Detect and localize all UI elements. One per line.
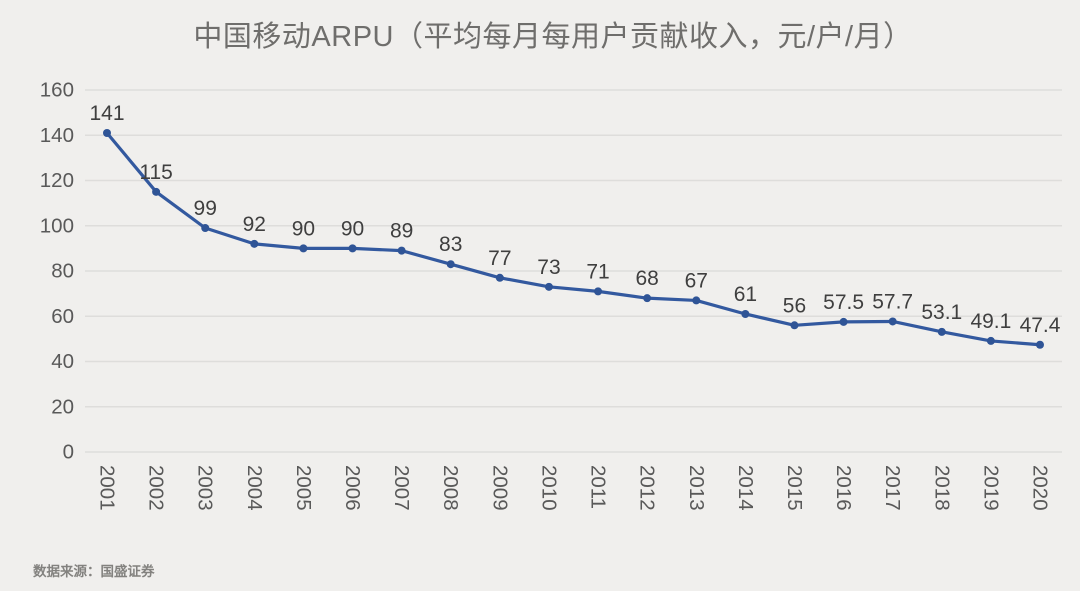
y-axis-label: 160: [40, 79, 74, 102]
data-point-2020: [1036, 340, 1044, 349]
x-axis-label: 2015: [783, 465, 806, 511]
trend-line: [105, 131, 1042, 347]
x-axis-label: 2011: [587, 465, 610, 509]
x-axis-label: 2018: [930, 465, 953, 511]
data-label-2002: 115: [139, 161, 172, 184]
data-point-2019: [986, 336, 995, 345]
data-label-2004: 92: [243, 213, 266, 236]
y-axis-label: 100: [40, 214, 74, 237]
x-axis-label: 2002: [145, 465, 168, 511]
data-label-2016: 57.5: [823, 291, 864, 314]
data-label-2006: 90: [341, 217, 364, 240]
data-label-2019: 49.1: [970, 310, 1011, 333]
data-point-2012: [643, 294, 652, 303]
data-label-2018: 53.1: [921, 301, 962, 324]
chart-title: 中国移动ARPU（平均每月每用户贡献收入，元/户/月）: [193, 21, 913, 53]
x-axis-label: 2019: [979, 465, 1002, 511]
data-point-2002: [152, 187, 161, 196]
data-label-2011: 71: [586, 260, 609, 283]
data-point-2003: [201, 224, 210, 233]
y-axis-label: 40: [51, 350, 74, 373]
data-label-2013: 67: [685, 269, 708, 292]
x-axis-label: 2020: [1029, 465, 1052, 511]
data-point-2009: [495, 273, 504, 282]
data-label-2009: 77: [488, 247, 511, 270]
y-axis-label: 140: [40, 124, 74, 147]
data-label-2020: 47.4: [1020, 314, 1061, 337]
x-axis-label: 2003: [194, 465, 217, 511]
data-label-2008: 83: [439, 233, 462, 256]
data-point-2008: [446, 260, 455, 269]
x-axis-label: 2006: [341, 465, 364, 511]
x-axis-label: 2013: [685, 465, 708, 511]
data-point-2017: [888, 317, 897, 326]
data-label-2005: 90: [292, 217, 315, 240]
data-point-2014: [741, 309, 750, 318]
x-axis-label: 2014: [734, 465, 757, 511]
x-axis-label: 2017: [881, 465, 904, 511]
y-axis-label: 20: [51, 395, 74, 418]
y-axis-label: 80: [51, 260, 74, 283]
data-point-2001: [103, 128, 111, 137]
data-point-2010: [544, 282, 553, 291]
data-source-note: 数据来源：国盛证券: [33, 564, 155, 579]
x-axis-label: 2008: [439, 465, 462, 511]
x-axis-label: 2012: [636, 465, 659, 511]
data-point-2007: [397, 246, 406, 255]
y-axis-label: 120: [40, 169, 74, 192]
y-axis-label: 0: [63, 441, 74, 464]
data-label-2003: 99: [194, 197, 217, 220]
x-axis-label: 2009: [488, 465, 511, 511]
data-point-2018: [937, 327, 946, 336]
x-axis-label: 2005: [292, 465, 315, 511]
data-point-2006: [348, 244, 357, 253]
x-axis-label: 2001: [96, 465, 119, 511]
data-label-2001: 141: [89, 102, 124, 125]
data-point-2015: [790, 321, 799, 330]
data-point-2013: [692, 296, 701, 305]
x-axis-label: 2007: [390, 465, 413, 511]
y-axis-label: 60: [51, 305, 74, 328]
x-axis-label: 2004: [243, 465, 266, 511]
data-label-2007: 89: [390, 220, 413, 243]
data-label-2015: 56: [783, 294, 806, 317]
data-point-2005: [299, 244, 308, 253]
x-axis-label: 2010: [537, 465, 560, 511]
data-label-2012: 68: [635, 267, 658, 290]
data-label-2014: 61: [734, 283, 757, 306]
x-axis-label: 2016: [832, 465, 855, 511]
data-label-2017: 57.7: [872, 290, 913, 313]
data-point-2011: [594, 287, 603, 296]
data-point-2004: [250, 239, 259, 248]
data-label-2010: 73: [537, 256, 560, 279]
data-point-2016: [839, 317, 848, 326]
